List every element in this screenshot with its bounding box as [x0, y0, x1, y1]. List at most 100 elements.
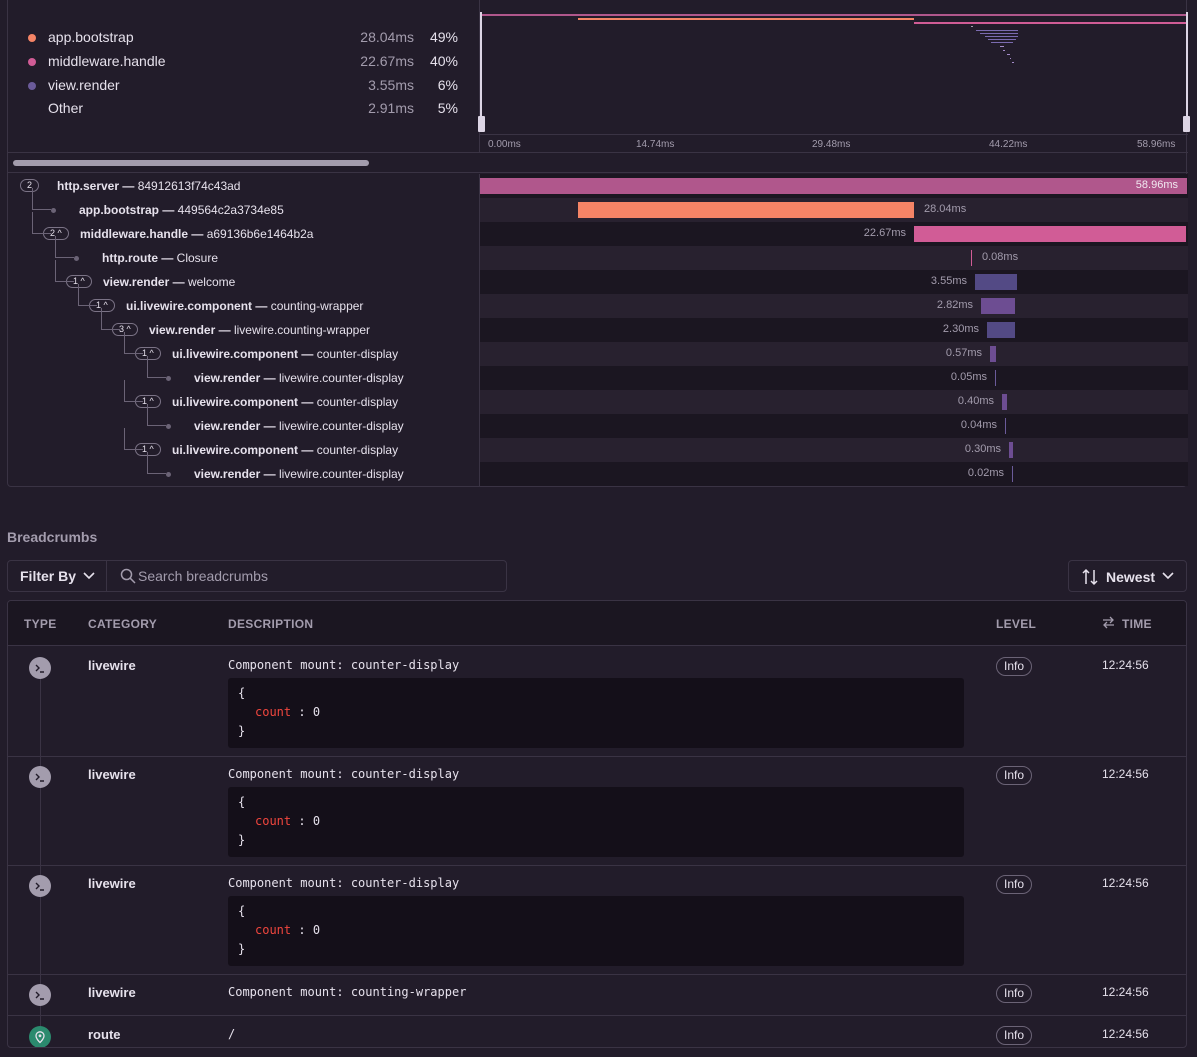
breadcrumb-description: Component mount: counter-display — [228, 876, 460, 890]
terminal-icon — [29, 657, 51, 679]
span-duration-label: 58.96ms — [1135, 179, 1178, 191]
span-label-cell: 1 ^ ui.livewire.component — counting-wrap… — [8, 284, 480, 318]
swap-icon[interactable] — [1102, 616, 1115, 629]
tree-connector — [78, 284, 97, 306]
summary-percent: 5% — [437, 100, 458, 116]
color-dot — [28, 58, 36, 66]
minimap[interactable]: 0.00ms 14.74ms 29.48ms 44.22ms 58.96ms — [478, 0, 1190, 153]
tree-node-dot — [166, 376, 171, 381]
span-duration-label: 0.08ms — [982, 251, 1019, 263]
summary-row-view-render: view.render 3.55ms 6% — [26, 76, 466, 96]
summary-percent: 49% — [429, 29, 458, 45]
span-toggle-count[interactable]: 2 — [20, 179, 40, 192]
span-row[interactable]: view.render — livewire.counter-display 0.… — [8, 452, 1188, 486]
span-op: http.route — [102, 251, 158, 265]
span-duration-bar[interactable] — [987, 322, 1015, 338]
minimap-left-handle[interactable] — [480, 12, 482, 132]
span-description: a69136b6e1464b2a — [206, 227, 314, 241]
span-duration-label: 22.67ms — [863, 227, 906, 239]
breadcrumb-row[interactable]: livewire Component mount: counting-wrapp… — [8, 974, 1186, 1016]
data-brace: { — [238, 686, 246, 700]
axis-tick-label: 29.48ms — [812, 139, 851, 150]
location-pin-icon — [29, 1026, 51, 1047]
span-title: middleware.handle — a69136b6e1464b2a — [80, 227, 313, 241]
span-row[interactable]: 2 http.server — 84912613f74c43ad 58.96ms — [8, 174, 1188, 198]
minimap-span — [1000, 46, 1004, 47]
span-row[interactable]: view.render — livewire.counter-display 0.… — [8, 356, 1188, 390]
span-description: livewire.counting-wrapper — [233, 323, 370, 337]
span-label-cell: 1 ^ ui.livewire.component — counter-displ… — [8, 332, 480, 366]
summary-row-middleware-handle: middleware.handle 22.67ms 40% — [26, 52, 466, 72]
span-duration-bar[interactable] — [995, 370, 996, 386]
data-key: count — [255, 814, 292, 828]
span-duration-label: 0.57ms — [945, 347, 982, 359]
span-duration-label: 3.55ms — [930, 275, 967, 287]
breadcrumb-time: 12:24:56 — [1102, 985, 1149, 999]
summary-op-name: view.render — [48, 77, 120, 93]
span-separator: — — [169, 275, 188, 289]
span-duration-bar[interactable] — [975, 274, 1017, 290]
span-row[interactable]: view.render — livewire.counter-display 0.… — [8, 404, 1188, 438]
breadcrumb-row[interactable]: livewire Component mount: counter-displa… — [8, 756, 1186, 866]
span-bar-cell: 2.82ms — [480, 294, 1188, 318]
breadcrumb-time: 12:24:56 — [1102, 876, 1149, 890]
search-breadcrumbs-input[interactable] — [138, 563, 498, 589]
span-row[interactable]: 1 ^ ui.livewire.component — counter-displ… — [8, 332, 1188, 366]
span-bar-cell: 0.57ms — [480, 342, 1188, 366]
axis-tick-label: 44.22ms — [989, 139, 1028, 150]
span-duration-bar[interactable] — [480, 178, 1187, 194]
span-description: counter-display — [316, 443, 399, 457]
minimap-left-grip[interactable] — [478, 116, 485, 132]
span-row[interactable]: 1 ^ ui.livewire.component — counting-wrap… — [8, 284, 1188, 318]
span-label-cell: app.bootstrap — 449564c2a3734e85 — [8, 188, 480, 222]
span-duration-bar[interactable] — [971, 250, 972, 266]
span-duration-bar[interactable] — [990, 346, 996, 362]
span-duration-label: 28.04ms — [924, 203, 967, 215]
filter-by-dropdown[interactable]: Filter By — [8, 561, 107, 591]
breadcrumb-row[interactable]: livewire Component mount: counter-displa… — [8, 647, 1186, 757]
span-duration-bar[interactable] — [1012, 466, 1013, 482]
minimap-right-handle[interactable] — [1186, 12, 1188, 132]
span-bar-cell: 0.40ms — [480, 390, 1188, 414]
column-header-level: LEVEL — [996, 617, 1037, 631]
span-bar-cell: 0.05ms — [480, 366, 1188, 390]
minimap-span — [971, 26, 973, 27]
span-label-cell: 2 http.server — 84912613f74c43ad — [8, 174, 480, 198]
span-row[interactable]: 2 ^ middleware.handle — a69136b6e1464b2a 2… — [8, 212, 1188, 246]
span-description: counting-wrapper — [270, 299, 364, 313]
span-duration-bar[interactable] — [578, 202, 914, 218]
column-header-time[interactable]: TIME — [1122, 617, 1152, 631]
breadcrumbs-table: TYPE CATEGORY DESCRIPTION LEVEL TIME liv… — [7, 600, 1187, 1048]
tree-connector — [32, 212, 51, 234]
span-duration-bar[interactable] — [914, 226, 1186, 242]
span-row[interactable]: app.bootstrap — 449564c2a3734e85 28.04ms — [8, 188, 1188, 222]
span-op: view.render — [194, 419, 261, 433]
span-row[interactable]: http.route — Closure 0.08ms — [8, 236, 1188, 270]
span-row[interactable]: 3 ^ view.render — livewire.counting-wrapp… — [8, 308, 1188, 342]
span-bar-cell: 3.55ms — [480, 270, 1188, 294]
breadcrumb-description: Component mount: counter-display — [228, 767, 460, 781]
breadcrumb-row[interactable]: livewire Component mount: counter-displa… — [8, 865, 1186, 975]
span-description: livewire.counter-display — [278, 467, 404, 481]
sort-dropdown[interactable]: Newest — [1068, 560, 1187, 592]
span-title: ui.livewire.component — counting-wrapper — [126, 299, 363, 313]
breadcrumb-time: 12:24:56 — [1102, 658, 1149, 672]
span-duration-label: 2.30ms — [942, 323, 979, 335]
breadcrumb-time: 12:24:56 — [1102, 767, 1149, 781]
span-row[interactable]: 1 ^ ui.livewire.component — counter-displ… — [8, 380, 1188, 414]
span-row[interactable]: 1 ^ view.render — welcome 3.55ms — [8, 260, 1188, 294]
breadcrumb-description: Component mount: counter-display — [228, 658, 460, 672]
tree-connector — [147, 452, 166, 474]
span-row[interactable]: 1 ^ ui.livewire.component — counter-displ… — [8, 428, 1188, 462]
horizontal-scrollbar[interactable] — [13, 160, 369, 166]
span-duration-bar[interactable] — [1009, 442, 1013, 458]
chevron-down-icon — [83, 572, 95, 580]
span-duration-bar[interactable] — [1005, 418, 1006, 434]
minimap-right-grip[interactable] — [1183, 116, 1190, 132]
level-badge: Info — [996, 766, 1033, 785]
tree-connector — [147, 404, 166, 426]
span-bar-cell: 22.67ms — [480, 222, 1188, 246]
span-duration-bar[interactable] — [981, 298, 1015, 314]
breadcrumb-row[interactable]: route / Info 12:24:56 — [8, 1016, 1186, 1047]
span-duration-bar[interactable] — [1002, 394, 1007, 410]
